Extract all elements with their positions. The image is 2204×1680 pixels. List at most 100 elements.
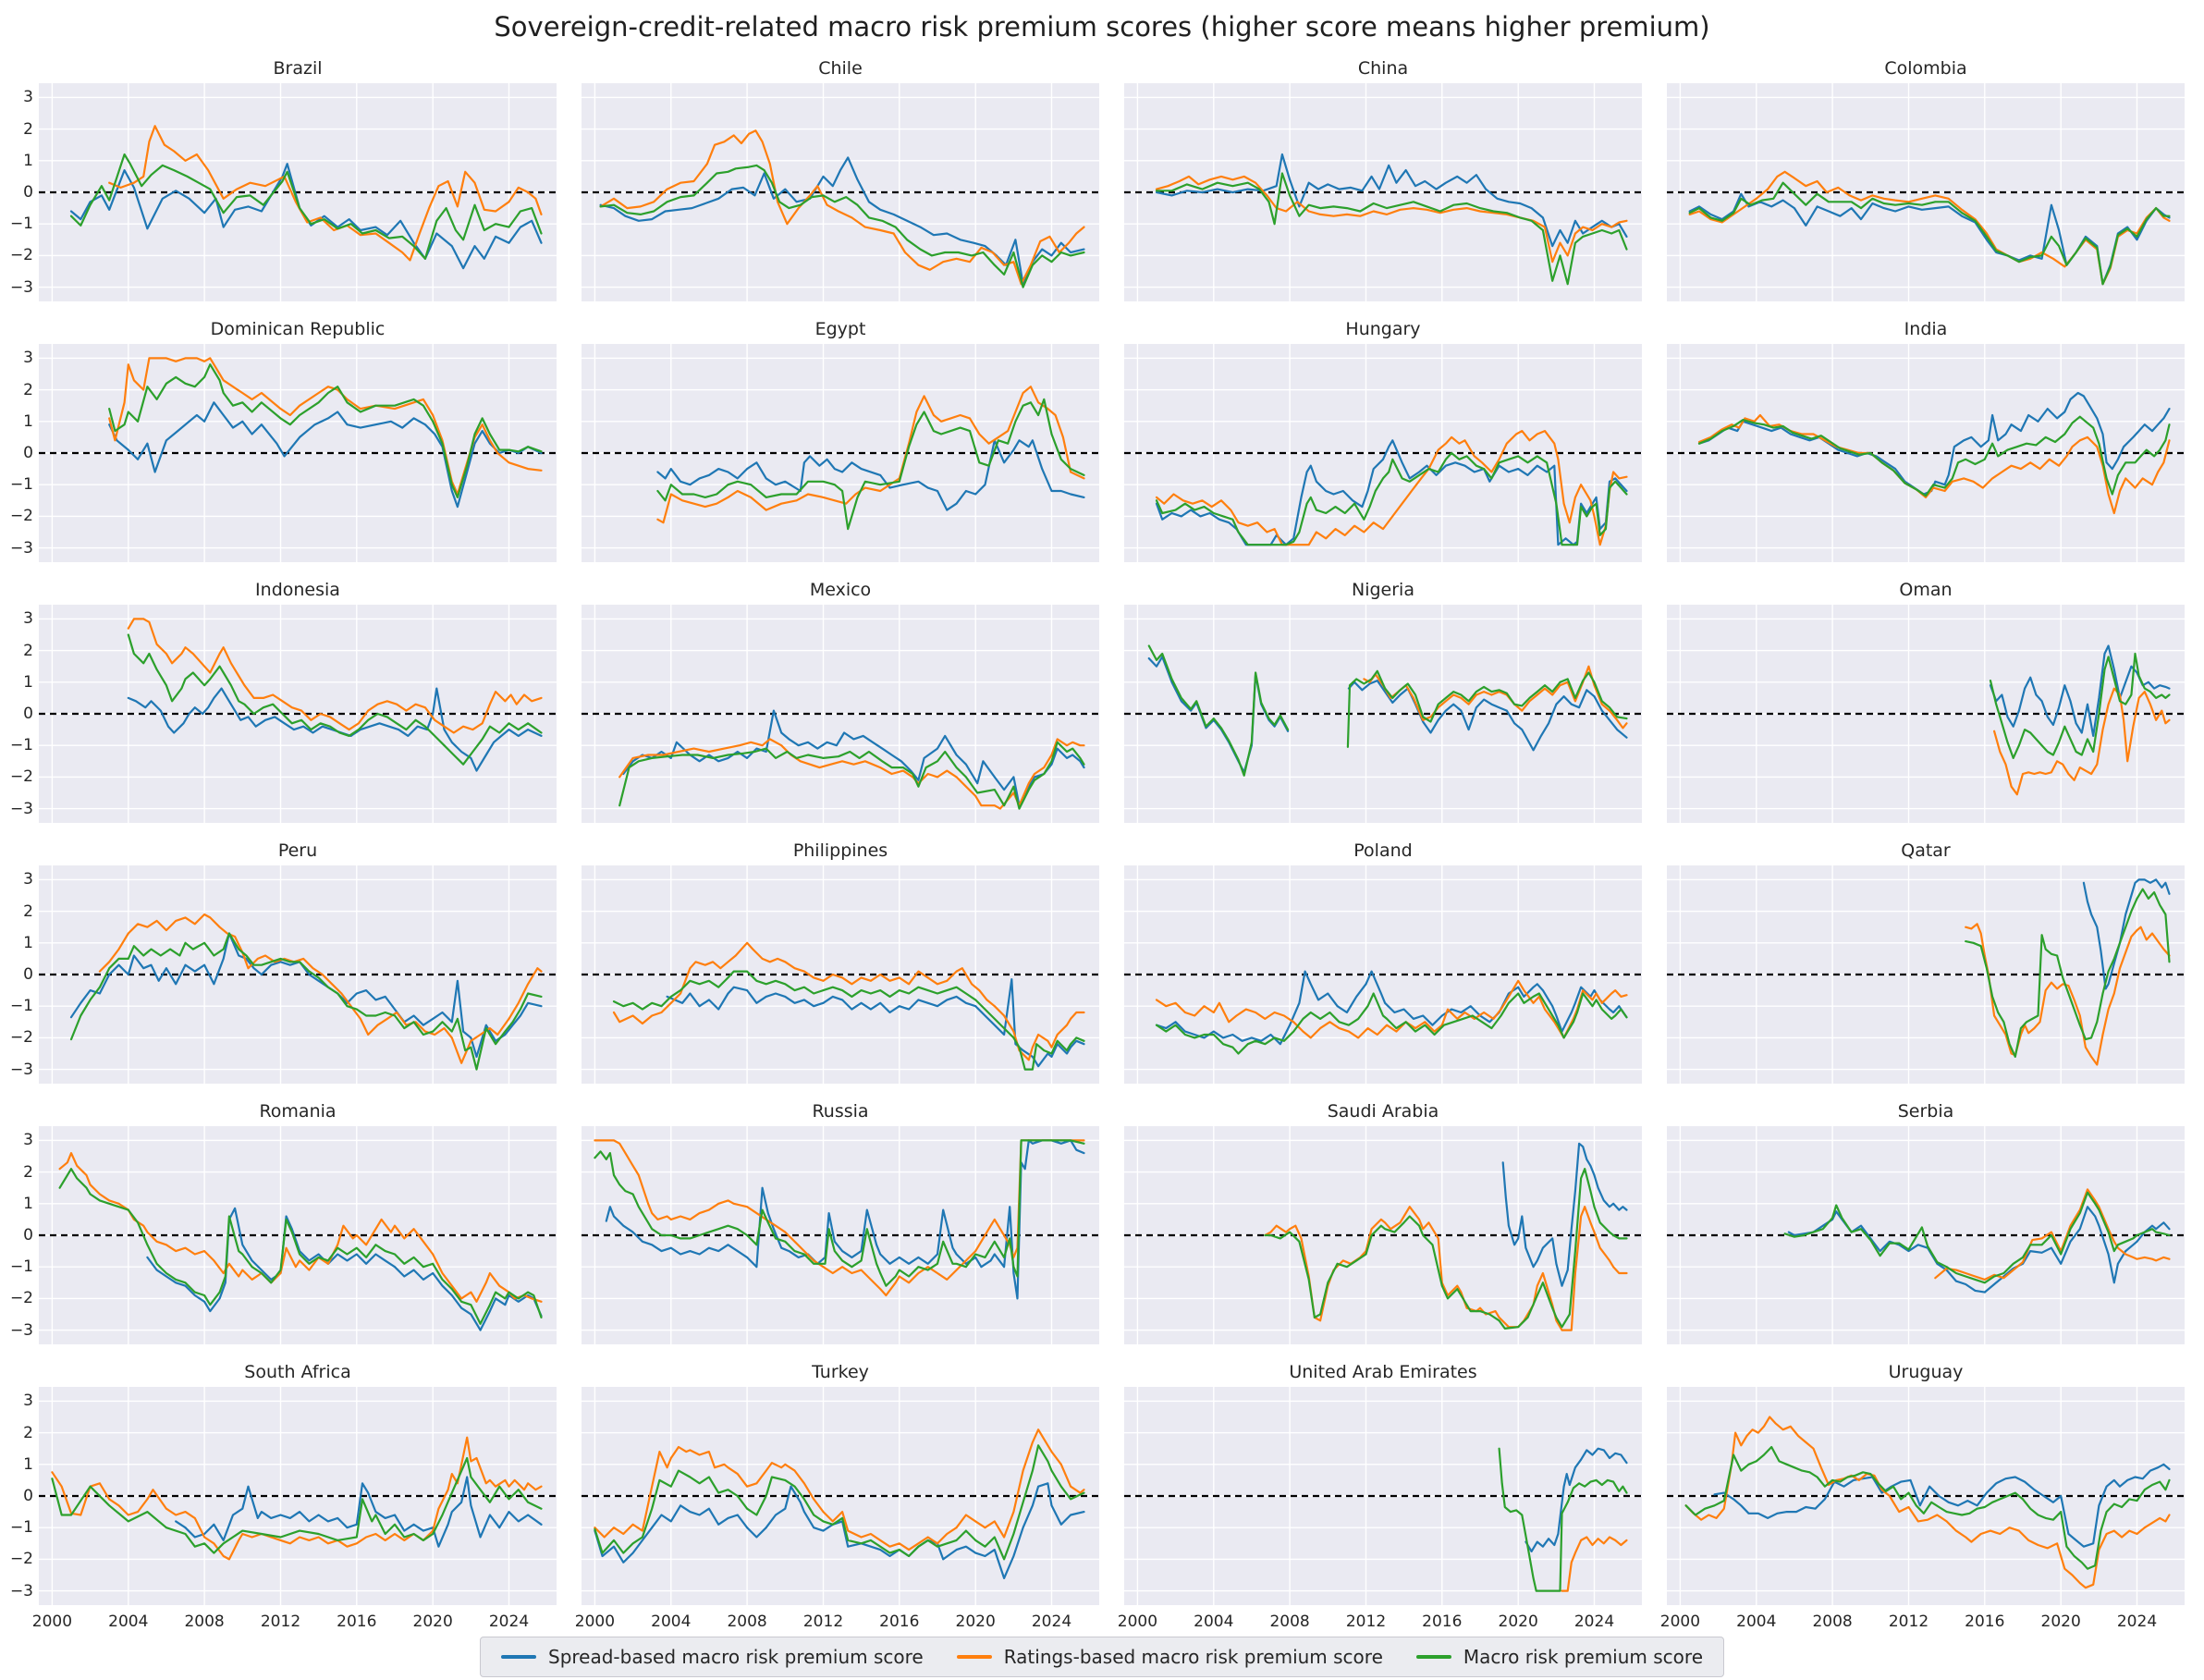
series-macro xyxy=(1264,1168,1628,1330)
series-macro xyxy=(1965,888,2171,1058)
subplot-title: Qatar xyxy=(1901,840,1951,861)
y-tick-label: 3 xyxy=(23,870,33,889)
subplot-indonesia: Indonesia 3 2 1 0 −1 −2 −3 xyxy=(10,568,557,828)
series-spread xyxy=(1787,1206,2171,1294)
x-tick-label: 2012 xyxy=(260,1613,301,1631)
x-tick-label: 2020 xyxy=(2040,1613,2081,1631)
subplot-title: Oman xyxy=(1899,580,1953,600)
legend-entry-ratings: Ratings-based macro risk premium score xyxy=(956,1646,1383,1668)
chart-canvas xyxy=(1667,83,2185,301)
subplot-brazil: Brazil 3 2 1 0 −1 −2 −3 xyxy=(10,46,557,307)
y-tick-label: −2 xyxy=(9,1550,33,1569)
series-spread xyxy=(1501,1142,1628,1287)
y-tick-label: 0 xyxy=(23,1487,33,1505)
y-tick-label: −1 xyxy=(9,475,33,495)
series-macro xyxy=(594,1444,1085,1561)
chart-canvas xyxy=(1667,1387,2185,1605)
x-tick-label: 2000 xyxy=(1659,1613,1701,1631)
y-tick-label: 1 xyxy=(23,672,33,692)
chart-canvas xyxy=(1124,344,1642,562)
x-tick-label: 2016 xyxy=(879,1613,920,1631)
x-tick-label: 2012 xyxy=(1888,1613,1929,1631)
plot-area: 3 2 1 0 −1 −2 −3 2000 2004 2008 2012 2016 2020 2024 xyxy=(10,1387,557,1631)
y-tick-label: 1 xyxy=(23,1454,33,1474)
x-tick-label: 2000 xyxy=(1117,1613,1158,1631)
chart-canvas xyxy=(1124,83,1642,301)
subplot-hungary: Hungary xyxy=(1124,307,1642,568)
y-tick-label: 2 xyxy=(23,1423,33,1442)
series-spread xyxy=(1688,192,2171,286)
plot-area xyxy=(1667,865,2185,1084)
subplot-title: Egypt xyxy=(814,319,866,339)
series-spread xyxy=(599,156,1085,286)
chart-canvas xyxy=(1124,865,1642,1084)
x-tick-label: 2000 xyxy=(574,1613,616,1631)
y-tick-label: 3 xyxy=(23,609,33,629)
series-ratings xyxy=(1264,1206,1628,1331)
series-ratings xyxy=(612,941,1085,1061)
y-tick-label: 3 xyxy=(23,1392,33,1411)
subplot-grid: Brazil 3 2 1 0 −1 −2 −3 Chile China Colombia Domini… xyxy=(10,46,2185,1631)
x-tick-label: 2020 xyxy=(1498,1613,1538,1631)
subplot-title: Serbia xyxy=(1897,1101,1954,1122)
x-tick-label: 2012 xyxy=(802,1613,844,1631)
series-ratings xyxy=(594,1429,1085,1551)
chart-canvas xyxy=(582,605,1099,823)
subplot-chile: Chile xyxy=(582,46,1099,307)
y-tick-label: 3 xyxy=(23,1131,33,1150)
subplot-title: Colombia xyxy=(1884,58,1967,79)
x-tick-label: 2008 xyxy=(727,1613,767,1631)
series-macro xyxy=(599,164,1085,288)
chart-canvas xyxy=(582,1126,1099,1344)
plot-area xyxy=(582,605,1099,823)
y-tick-label: 1 xyxy=(23,151,33,170)
subplot-title: India xyxy=(1904,319,1948,339)
series-macro xyxy=(1155,992,1628,1055)
series-macro xyxy=(618,741,1085,810)
series-spread xyxy=(69,932,543,1058)
legend-line-swatch xyxy=(1415,1655,1451,1659)
series-spread xyxy=(1524,1447,1628,1552)
subplot-title: Mexico xyxy=(809,580,872,600)
subplot-serbia: Serbia xyxy=(1667,1089,2185,1350)
subplot-turkey: Turkey 2000 2004 2008 2012 2016 2020 2024 xyxy=(575,1350,1099,1631)
series-macro xyxy=(1498,1447,1628,1592)
subplot-poland: Poland xyxy=(1124,828,1642,1089)
subplot-title: Hungary xyxy=(1345,319,1421,339)
subplot-nigeria: Nigeria xyxy=(1124,568,1642,828)
subplot-qatar: Qatar xyxy=(1667,828,2185,1089)
subplot-title: Poland xyxy=(1353,840,1413,861)
series-spread xyxy=(656,439,1085,511)
subplot-title: Uruguay xyxy=(1888,1362,1964,1382)
subplot-title: Turkey xyxy=(812,1362,869,1382)
subplot-title: Romania xyxy=(259,1101,337,1122)
legend-line-swatch xyxy=(501,1655,536,1659)
series-macro xyxy=(1688,181,2171,286)
subplot-oman: Oman xyxy=(1667,568,2185,828)
series-ratings xyxy=(618,738,1085,810)
plot-area: 3 2 1 0 −1 −2 −3 xyxy=(10,1126,557,1344)
subplot-egypt: Egypt xyxy=(582,307,1099,568)
x-tick-label: 2008 xyxy=(184,1613,225,1631)
series-spread xyxy=(175,1476,543,1548)
plot-area xyxy=(1667,605,2185,823)
subplot-title: South Africa xyxy=(244,1362,351,1382)
y-tick-label: −2 xyxy=(9,246,33,265)
chart-canvas xyxy=(39,1126,557,1344)
plot-area: 2000 2004 2008 2012 2016 2020 2024 xyxy=(575,1387,1099,1631)
y-tick-label: −2 xyxy=(9,1289,33,1308)
series-ratings xyxy=(127,618,543,734)
subplot-title: Peru xyxy=(277,840,318,861)
x-tick-label: 2020 xyxy=(412,1613,453,1631)
subplot-india: India xyxy=(1667,307,2185,568)
chart-canvas xyxy=(1667,1126,2185,1344)
y-tick-label: 3 xyxy=(23,88,33,107)
chart-canvas xyxy=(582,865,1099,1084)
subplot-dominican-republic: Dominican Republic 3 2 1 0 −1 −2 −3 xyxy=(10,307,557,568)
legend-label: Ratings-based macro risk premium score xyxy=(1003,1646,1383,1668)
series-ratings xyxy=(594,1139,1085,1297)
plot-area xyxy=(1124,83,1642,301)
legend-entry-macro: Macro risk premium score xyxy=(1415,1646,1703,1668)
plot-area: 2000 2004 2008 2012 2016 2020 2024 xyxy=(1118,1387,1642,1631)
